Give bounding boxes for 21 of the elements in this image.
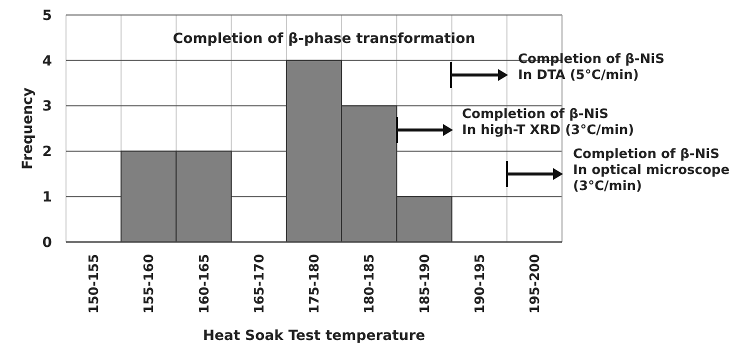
x-tick-label: 155-160 [142, 254, 158, 314]
y-tick-label: 0 [42, 234, 52, 251]
y-axis-title: Frequency [20, 88, 36, 170]
x-tick-label: 180-185 [362, 254, 378, 314]
y-tick-label: 3 [42, 98, 52, 115]
x-tick-label: 185-190 [418, 254, 433, 314]
annotation: Completion of β-NiS In DTA (5°C/min) [518, 52, 664, 83]
annotation: Completion of β-NiS In high-T XRD (3°C/min) [462, 107, 634, 138]
y-tick-label: 5 [42, 8, 52, 24]
text: Completion of β-NiS In optical microscope (3°C/min) [573, 147, 730, 194]
y-tick-label: 1 [42, 190, 52, 206]
x-tick-label: 175-180 [308, 254, 323, 314]
text: Completion of β-phase transformation [172, 31, 476, 47]
y-tick-label: 2 [42, 144, 52, 160]
y-tick-label: 4 [42, 53, 52, 70]
x-tick-label: 150-155 [87, 254, 102, 314]
x-tick-label: 190-195 [472, 254, 488, 314]
x-axis-title: Heat Soak Test temperature [202, 328, 426, 344]
x-tick-label: 165-170 [252, 254, 268, 314]
x-tick-label: 195-200 [528, 254, 543, 314]
x-tick-label: 160-165 [197, 254, 212, 314]
